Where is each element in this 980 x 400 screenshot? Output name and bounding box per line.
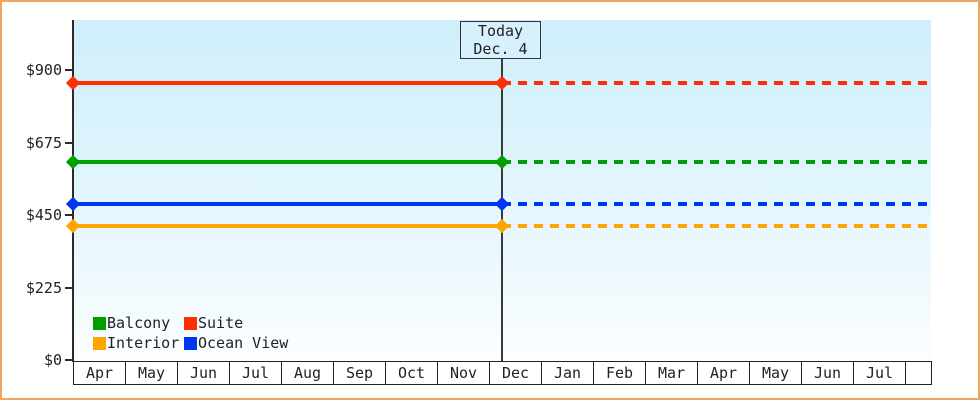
month-cell: Dec (490, 362, 542, 384)
month-cell: Jun (802, 362, 854, 384)
y-axis-tick-label: $0 (43, 351, 62, 369)
series-line-dashed-suite (502, 80, 931, 85)
legend-label: Ocean View (198, 334, 289, 352)
month-cell: Jul (230, 362, 282, 384)
legend: Balcony Suite Interior Ocean View (93, 313, 288, 353)
month-cell: Apr (74, 362, 126, 384)
y-axis-tick (65, 359, 73, 361)
y-axis-tick (65, 214, 73, 216)
legend-color-swatch (93, 316, 106, 330)
legend-item-balcony: Balcony (93, 313, 184, 333)
legend-item-interior: Interior (93, 333, 184, 353)
legend-color-swatch (184, 316, 197, 330)
y-axis-tick-label: $225 (25, 278, 62, 297)
series-line-solid-ocean-view (74, 201, 502, 206)
y-axis-tick-label: $900 (25, 61, 62, 79)
y-axis-line (72, 20, 74, 362)
month-cell: Mar (646, 362, 698, 384)
legend-label: Balcony (107, 314, 171, 332)
month-cell: Feb (594, 362, 646, 384)
series-line-solid-interior (74, 224, 502, 229)
legend-color-swatch (184, 336, 197, 350)
month-cell: Jul (854, 362, 906, 384)
today-date: Dec. 4 (473, 40, 528, 58)
month-cell-filler (906, 362, 931, 384)
series-line-solid-suite (74, 80, 502, 85)
legend-label: Interior (107, 334, 180, 352)
month-cell: Jan (542, 362, 594, 384)
month-cell: May (126, 362, 178, 384)
month-cell: Apr (698, 362, 750, 384)
series-line-solid-balcony (74, 159, 502, 164)
month-cell: Sep (334, 362, 386, 384)
x-axis-month-strip: Apr May Jun Jul Aug Sep Oct Nov Dec Jan Feb Mar Apr M… (73, 361, 932, 385)
y-axis-tick-label: $450 (25, 206, 62, 224)
y-axis-tick (65, 286, 73, 289)
today-annotation-box: Today Dec. 4 (460, 21, 541, 59)
month-cell: May (750, 362, 802, 384)
legend-item-ocean-view: Ocean View (184, 333, 288, 353)
month-cell: Oct (386, 362, 438, 384)
series-line-dashed-ocean-view (502, 201, 931, 206)
y-axis-tick (65, 141, 73, 144)
month-cell: Nov (438, 362, 490, 384)
series-line-dashed-balcony (502, 159, 931, 164)
legend-label: Suite (198, 314, 244, 332)
series-line-dashed-interior (502, 224, 931, 229)
today-label: Today (477, 22, 524, 40)
y-axis-tick-label: $675 (25, 133, 62, 152)
legend-color-swatch (93, 336, 106, 350)
y-axis-tick (65, 69, 73, 71)
legend-item-suite: Suite (184, 313, 288, 333)
month-cell: Jun (178, 362, 230, 384)
month-cell: Aug (282, 362, 334, 384)
